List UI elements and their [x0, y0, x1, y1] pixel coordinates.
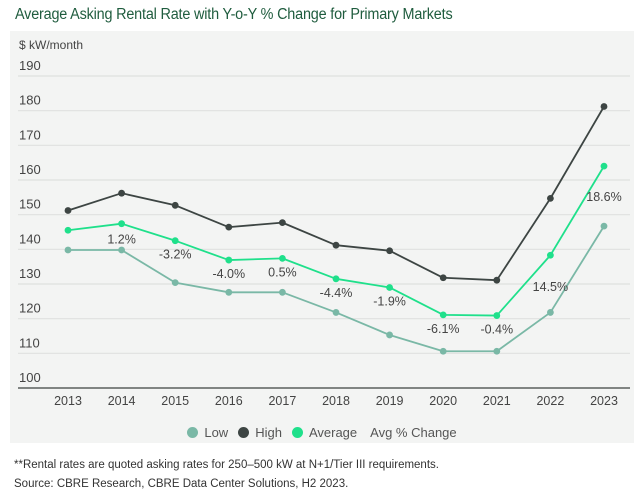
x-tick-label: 2015	[161, 394, 189, 408]
data-point-high[interactable]	[600, 103, 608, 110]
x-tick-label: 2018	[322, 394, 350, 408]
y-tick-label: 130	[19, 266, 41, 281]
pct-change-label: 18.6%	[586, 190, 621, 204]
pct-change-label: -4.4%	[320, 286, 353, 300]
legend-label: High	[255, 425, 282, 440]
y-tick-label: 120	[19, 301, 41, 316]
y-tick-label: 140	[19, 231, 41, 246]
data-point-average[interactable]	[225, 256, 233, 264]
legend-item-avg-pct-change[interactable]: Avg % Change	[370, 425, 457, 440]
pct-change-label: -3.2%	[159, 248, 192, 262]
footnote: **Rental rates are quoted asking rates f…	[14, 456, 439, 494]
y-tick-label: 170	[19, 127, 41, 142]
pct-change-label: -1.9%	[373, 294, 406, 308]
gridlines	[18, 75, 630, 389]
legend-average-dot-icon	[291, 427, 303, 438]
y-tick-label: 100	[19, 370, 41, 385]
series-average	[64, 162, 608, 319]
x-tick-label: 2019	[376, 394, 404, 408]
series-lines	[64, 103, 608, 355]
series-low	[64, 222, 608, 355]
legend-high-dot-icon	[238, 427, 250, 438]
data-point-low[interactable]	[279, 288, 286, 296]
data-point-low[interactable]	[547, 309, 554, 316]
pct-change-label: 0.5%	[268, 265, 297, 279]
data-point-average[interactable]	[64, 226, 72, 234]
x-tick-label: 2022	[536, 394, 564, 408]
chart-legend: Low High Average Avg % Change	[0, 425, 640, 440]
data-point-high[interactable]	[64, 207, 72, 214]
data-point-average[interactable]	[171, 237, 179, 245]
y-tick-label: 110	[19, 335, 40, 350]
footnote-note: **Rental rates are quoted asking rates f…	[14, 459, 439, 471]
y-tick-label: 160	[19, 162, 41, 177]
y-tick-label: 190	[19, 58, 41, 73]
x-tick-label: 2021	[483, 394, 511, 408]
legend-label: Low	[204, 425, 229, 440]
pct-change-label: -4.0%	[212, 267, 245, 281]
y-tick-labels: 100 110 120 130 140 150 160 170 180 190	[19, 58, 41, 385]
x-tick-label: 2017	[268, 394, 296, 408]
data-point-average[interactable]	[600, 162, 608, 170]
legend-label: Avg % Change	[370, 425, 457, 440]
legend-item-low[interactable]: Low	[183, 425, 228, 440]
data-point-average[interactable]	[439, 311, 447, 319]
pct-change-annotations: 1.2% -3.2% -4.0% 0.5% -4.4% -1.9% -6.1% -0.4% 14…	[107, 190, 621, 336]
data-point-low[interactable]	[600, 222, 608, 230]
data-point-average[interactable]	[386, 284, 393, 291]
data-point-high[interactable]	[386, 247, 393, 255]
data-point-average[interactable]	[332, 275, 340, 283]
data-point-low[interactable]	[118, 246, 125, 254]
data-point-average[interactable]	[118, 220, 125, 228]
x-tick-label: 2023	[590, 394, 618, 408]
legend-item-average[interactable]: Average	[288, 425, 357, 440]
data-point-average[interactable]	[279, 254, 286, 262]
data-point-low[interactable]	[64, 246, 72, 254]
pct-change-label: 14.5%	[533, 280, 568, 294]
y-axis-unit-label: $ kW/month	[19, 38, 84, 52]
data-point-high[interactable]	[332, 241, 340, 249]
y-tick-label: 180	[19, 93, 41, 108]
data-point-high[interactable]	[225, 223, 233, 231]
chart-title: Average Asking Rental Rate with Y-o-Y % …	[15, 6, 453, 23]
data-point-high[interactable]	[547, 194, 554, 202]
data-point-low[interactable]	[225, 288, 233, 296]
legend-item-high[interactable]: High	[234, 425, 282, 440]
pct-change-label: -6.1%	[427, 322, 460, 336]
x-tick-label: 2013	[54, 394, 82, 408]
series-high	[64, 103, 608, 284]
data-point-high[interactable]	[439, 274, 447, 282]
legend-label: Average	[308, 425, 358, 440]
data-point-low[interactable]	[386, 331, 393, 339]
data-point-low[interactable]	[171, 279, 179, 287]
chart-panel	[10, 31, 634, 443]
data-point-high[interactable]	[171, 201, 179, 209]
data-point-average[interactable]	[547, 251, 554, 259]
x-tick-label: 2016	[215, 394, 243, 408]
data-point-high[interactable]	[279, 219, 286, 227]
footnote-source: Source: CBRE Research, CBRE Data Center …	[14, 478, 349, 490]
data-point-low[interactable]	[332, 309, 340, 316]
series-line-high	[67, 106, 605, 282]
x-tick-label: 2014	[108, 394, 136, 408]
y-tick-label: 150	[19, 197, 41, 212]
x-tick-labels: 2013 2014 2015 2016 2017 2018 2019 2020 2021 2022…	[54, 394, 618, 408]
pct-change-label: -0.4%	[480, 323, 513, 337]
data-point-high[interactable]	[493, 276, 501, 284]
legend-low-dot-icon	[187, 427, 199, 438]
data-point-high[interactable]	[118, 189, 125, 197]
pct-change-label: 1.2%	[107, 233, 136, 247]
data-point-low[interactable]	[439, 347, 447, 355]
data-point-average[interactable]	[493, 312, 501, 319]
x-tick-label: 2020	[429, 394, 457, 408]
data-point-low[interactable]	[493, 347, 501, 355]
